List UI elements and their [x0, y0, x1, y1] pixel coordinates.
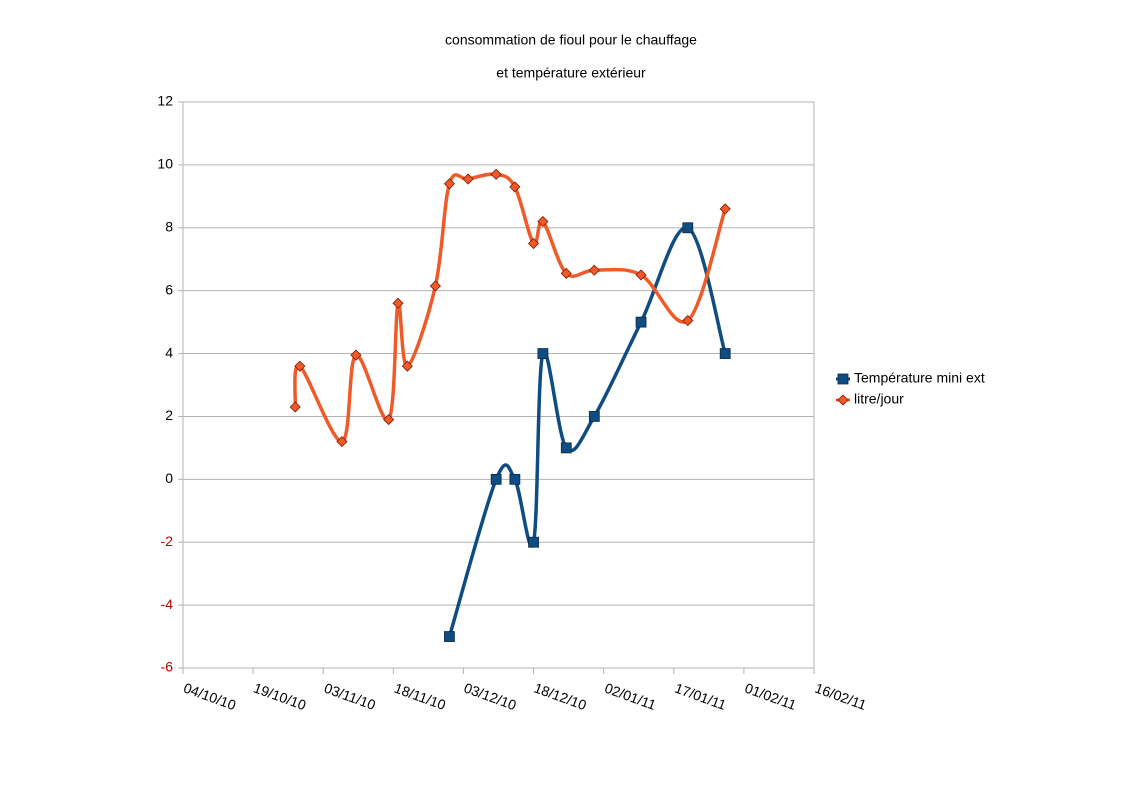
series-line	[447, 226, 727, 638]
x-tick-label: 04/10/10	[181, 680, 238, 714]
data-point	[509, 181, 521, 193]
legend-marker	[837, 373, 849, 385]
x-tick-label: 02/01/11	[603, 680, 659, 713]
data-point	[635, 269, 647, 281]
data-point	[527, 237, 540, 250]
data-point	[490, 473, 502, 485]
data-point	[443, 178, 455, 190]
y-tick-label: -2	[161, 533, 174, 549]
legend-marker	[837, 394, 849, 406]
data-point	[289, 401, 301, 413]
y-tick-label: 6	[165, 281, 173, 297]
x-tick-label: 18/12/10	[532, 680, 589, 714]
data-point	[392, 297, 404, 309]
x-tick-label: 17/01/11	[673, 680, 729, 713]
data-point	[336, 436, 348, 448]
data-point	[383, 414, 395, 426]
legend: Température mini ext litre/jour	[836, 370, 985, 407]
data-point	[560, 267, 572, 279]
chart-title: et température extérieur	[496, 65, 646, 81]
data-point	[462, 173, 474, 185]
x-tick-label: 19/10/10	[252, 680, 309, 714]
plot-area	[182, 101, 815, 669]
data-point	[560, 442, 572, 454]
series-line	[293, 172, 727, 444]
x-tick-label: 03/11/10	[322, 680, 378, 713]
y-tick-label: 4	[165, 344, 173, 360]
x-tick-label: 18/11/10	[392, 680, 448, 713]
y-tick-label: 0	[165, 470, 173, 486]
y-tick-label: 12	[157, 93, 173, 109]
data-point	[682, 222, 694, 234]
data-point	[401, 360, 413, 372]
y-tick-label: 8	[165, 218, 173, 234]
x-tick-label: 16/02/11	[813, 680, 869, 713]
data-point	[588, 264, 600, 276]
data-point	[429, 280, 441, 292]
data-point	[719, 348, 731, 359]
data-point	[350, 349, 362, 361]
data-point	[528, 536, 539, 548]
data-point	[719, 203, 731, 215]
y-tick-label: -4	[161, 596, 174, 612]
data-point	[537, 215, 549, 228]
y-tick-label: 2	[165, 407, 173, 423]
data-point	[490, 168, 502, 180]
chart-title: consommation de fioul pour le chauffage	[445, 32, 697, 48]
data-point	[537, 348, 549, 359]
x-tick-label: 03/12/10	[462, 680, 519, 714]
legend-label: Température mini ext	[854, 370, 985, 386]
data-point	[682, 314, 694, 327]
y-tick-label: -6	[161, 659, 174, 675]
data-point	[444, 631, 455, 642]
x-tick-label: 01/02/11	[743, 680, 799, 713]
data-point	[588, 411, 600, 422]
data-point	[509, 473, 521, 485]
y-tick-label: 10	[157, 156, 173, 172]
legend-label: litre/jour	[854, 391, 904, 407]
data-point	[635, 316, 647, 328]
data-point	[294, 360, 306, 372]
